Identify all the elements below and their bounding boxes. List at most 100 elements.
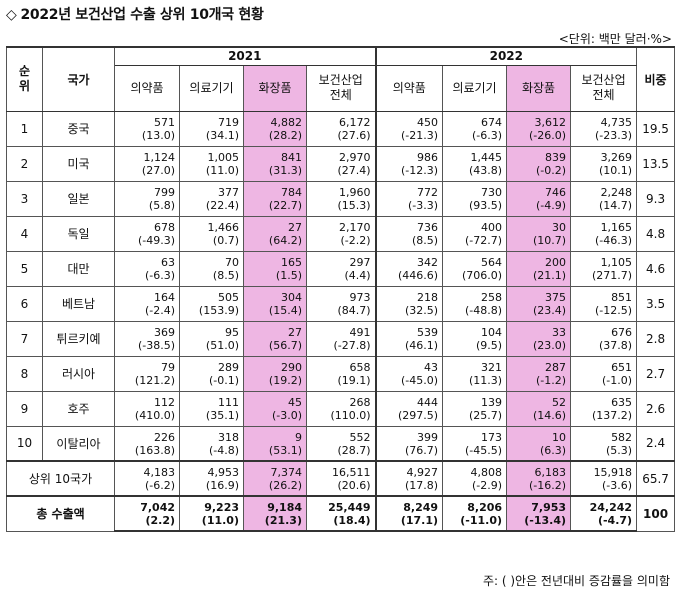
table-row: 2 미국 1,124 1,005 841 2,970 986 1,445 839 3,269 13.… xyxy=(6,146,676,182)
growth-cell: (-0.2) xyxy=(506,164,572,182)
value-cell: 799 xyxy=(114,181,180,199)
table-row: 8 러시아 79 289 290 658 43 321 287 651 2.7 xyxy=(6,356,676,392)
value-cell: 674 xyxy=(442,111,508,129)
growth-cell: (110.0) xyxy=(305,409,377,427)
table-row-growth: (-38.5) (51.0) (56.7) (-27.8) (46.1) (9.5) (23… xyxy=(7,339,675,357)
export-table: 순 위 국가 2021 2022 비중 의약품 의료기기 화장품 보건산업 전체… xyxy=(6,46,676,532)
value-cell: 4,183 xyxy=(114,460,180,479)
value-cell: 9,223 xyxy=(179,495,244,514)
value-cell: 25,449 xyxy=(305,495,377,514)
header-col-cosmetics: 화장품 xyxy=(243,65,307,112)
table-row: 7 튀르키예 369 95 27 491 539 104 33 676 2.8 xyxy=(6,321,676,357)
growth-cell: (-3.3) xyxy=(374,199,444,217)
header-col-total: 보건산업 전체 xyxy=(570,65,638,112)
growth-cell: (-4.8) xyxy=(179,444,244,462)
value-cell: 1,960 xyxy=(305,181,377,199)
table-row: 9 호주 112 111 45 268 444 139 52 635 2.6 xyxy=(6,391,676,427)
growth-cell: (15.4) xyxy=(243,304,307,322)
value-cell: 45 xyxy=(243,391,307,409)
growth-cell: (31.3) xyxy=(243,164,307,182)
growth-cell: (706.0) xyxy=(442,269,508,287)
share-cell: 2.7 xyxy=(636,356,676,392)
growth-cell: (-48.8) xyxy=(442,304,508,322)
table-row: 4 독일 678 1,466 27 2,170 736 400 30 1,165 4.8 xyxy=(6,216,676,252)
value-cell: 258 xyxy=(442,286,508,304)
growth-cell: (121.2) xyxy=(114,374,180,392)
value-cell: 564 xyxy=(442,251,508,269)
value-cell: 676 xyxy=(570,321,638,339)
value-cell: 444 xyxy=(374,391,444,409)
value-cell: 552 xyxy=(305,426,377,444)
header-row-columns: 의약품 의료기기 화장품 보건산업 전체 의약품 의료기기 화장품 보건산업 전… xyxy=(7,65,675,112)
value-cell: 1,105 xyxy=(570,251,638,269)
growth-cell: (-4.9) xyxy=(506,199,572,217)
growth-cell: (37.8) xyxy=(570,339,638,357)
growth-cell: (27.6) xyxy=(305,129,377,147)
value-cell: 304 xyxy=(243,286,307,304)
growth-cell: (18.4) xyxy=(305,514,377,532)
country-cell: 이탈리아 xyxy=(42,426,115,462)
growth-cell: (19.1) xyxy=(305,374,377,392)
header-year-2022: 2022 xyxy=(374,46,638,66)
value-cell: 63 xyxy=(114,251,180,269)
value-cell: 491 xyxy=(305,321,377,339)
growth-cell: (11.0) xyxy=(179,164,244,182)
value-cell: 450 xyxy=(374,111,444,129)
value-cell: 651 xyxy=(570,356,638,374)
value-cell: 851 xyxy=(570,286,638,304)
country-cell: 일본 xyxy=(42,181,115,217)
table-row-growth: (13.0) (34.1) (28.2) (27.6) (-21.3) (-6.3) (-2… xyxy=(7,129,675,147)
value-cell: 200 xyxy=(506,251,572,269)
table-row: 10 이탈리아 226 318 9 552 399 173 10 582 2.4 xyxy=(6,426,676,462)
value-cell: 8,249 xyxy=(374,495,444,514)
share-cell: 19.5 xyxy=(636,111,676,147)
growth-cell: (-4.7) xyxy=(570,514,638,532)
growth-cell: (-27.8) xyxy=(305,339,377,357)
value-cell: 4,953 xyxy=(179,460,244,479)
growth-cell: (-45.5) xyxy=(442,444,508,462)
growth-cell: (2.2) xyxy=(114,514,180,532)
country-cell: 중국 xyxy=(42,111,115,147)
growth-cell: (271.7) xyxy=(570,269,638,287)
growth-cell: (-6.2) xyxy=(114,479,180,497)
growth-cell: (10.1) xyxy=(570,164,638,182)
growth-cell: (34.1) xyxy=(179,129,244,147)
growth-cell: (64.2) xyxy=(243,234,307,252)
growth-cell: (-6.3) xyxy=(114,269,180,287)
growth-cell: (27.0) xyxy=(114,164,180,182)
value-cell: 9,184 xyxy=(243,495,307,514)
value-cell: 582 xyxy=(570,426,638,444)
value-cell: 4,735 xyxy=(570,111,638,129)
growth-cell: (-23.3) xyxy=(570,129,638,147)
value-cell: 841 xyxy=(243,146,307,164)
growth-cell: (43.8) xyxy=(442,164,508,182)
rank-cell: 7 xyxy=(6,321,43,357)
country-cell: 러시아 xyxy=(42,356,115,392)
growth-cell: (-12.3) xyxy=(374,164,444,182)
growth-cell: (-11.0) xyxy=(442,514,508,532)
share-cell: 2.6 xyxy=(636,391,676,427)
header-row-years: 순 위 국가 2021 2022 비중 xyxy=(6,46,676,112)
growth-cell: (17.8) xyxy=(374,479,444,497)
table-row-growth: (121.2) (-0.1) (19.2) (19.1) (-45.0) (11.3) (-… xyxy=(7,374,675,392)
growth-cell: (-38.5) xyxy=(114,339,180,357)
value-cell: 4,927 xyxy=(374,460,444,479)
growth-cell: (27.4) xyxy=(305,164,377,182)
value-cell: 3,612 xyxy=(506,111,572,129)
value-cell: 139 xyxy=(442,391,508,409)
table-row-growth: (-2.4) (153.9) (15.4) (84.7) (32.5) (-48.8) (2… xyxy=(7,304,675,322)
value-cell: 4,808 xyxy=(442,460,508,479)
growth-cell: (26.2) xyxy=(243,479,307,497)
growth-cell: (17.1) xyxy=(374,514,444,532)
value-cell: 70 xyxy=(179,251,244,269)
value-cell: 369 xyxy=(114,321,180,339)
header-share: 비중 xyxy=(636,46,676,112)
growth-cell: (9.5) xyxy=(442,339,508,357)
country-cell: 미국 xyxy=(42,146,115,182)
country-cell: 독일 xyxy=(42,216,115,252)
growth-cell: (446.6) xyxy=(374,269,444,287)
rank-cell: 6 xyxy=(6,286,43,322)
rank-cell: 3 xyxy=(6,181,43,217)
value-cell: 318 xyxy=(179,426,244,444)
growth-cell: (8.5) xyxy=(179,269,244,287)
